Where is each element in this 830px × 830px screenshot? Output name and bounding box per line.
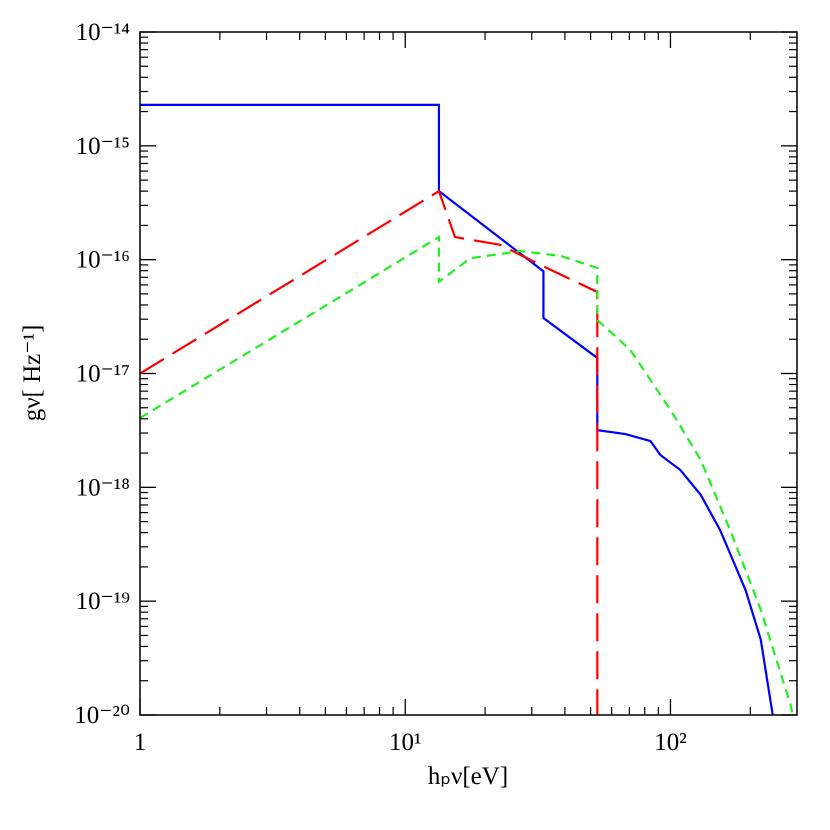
x-tick-label: 10²	[654, 729, 687, 756]
x-tick-label: 10¹	[389, 729, 422, 756]
y-tick-label: 10⁻¹⁹	[76, 588, 130, 615]
x-tick-label: 1	[134, 729, 147, 756]
data-line	[140, 235, 794, 715]
y-tick-label: 10⁻¹⁷	[76, 361, 130, 388]
y-tick-label: 10⁻¹⁴	[76, 19, 131, 46]
plot-frame	[139, 31, 798, 716]
y-tick-label: 10⁻¹⁸	[76, 474, 130, 501]
y-tick-label: 10⁻²⁰	[74, 702, 130, 729]
data-line	[140, 103, 774, 715]
y-axis-label: gν[ Hz⁻¹]	[19, 325, 46, 422]
y-tick-label: 10⁻¹⁶	[76, 247, 130, 274]
data-line	[140, 189, 599, 715]
y-tick-label: 10⁻¹⁵	[76, 133, 130, 160]
x-axis-label: hₚν[eV]	[428, 763, 508, 790]
